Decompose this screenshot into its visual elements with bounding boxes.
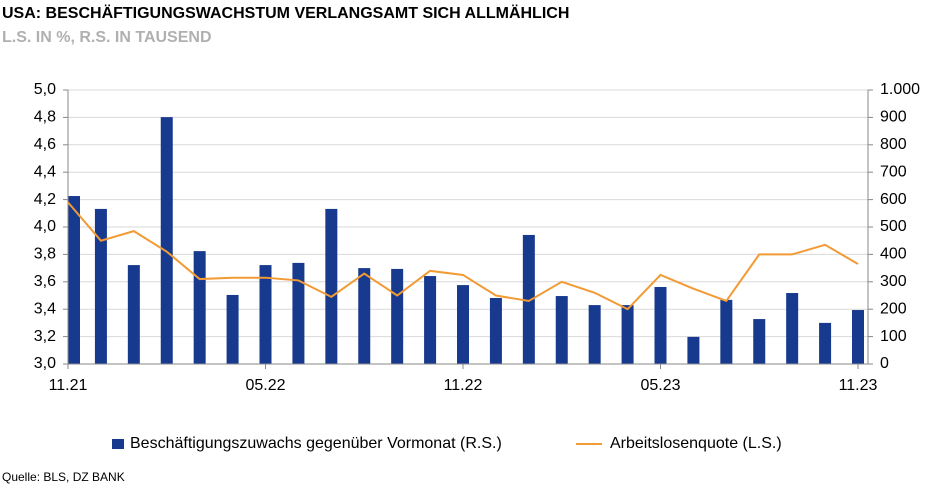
y2-tick-label: 700	[880, 163, 907, 180]
y-tick-label: 4,0	[34, 218, 56, 235]
y2-tick-label: 0	[880, 355, 889, 372]
source: Quelle: BLS, DZ BANK	[2, 470, 125, 484]
y-tick-label: 4,8	[34, 109, 56, 126]
y2-tick-label: 400	[880, 246, 907, 263]
y2-tick-label: 100	[880, 328, 907, 345]
y-tick-label: 3,2	[34, 328, 56, 345]
bar	[193, 251, 206, 364]
y-tick-label: 5,0	[34, 81, 56, 98]
legend-swatch	[112, 439, 124, 449]
bar	[424, 276, 437, 364]
bar	[753, 319, 766, 364]
bar	[489, 297, 502, 364]
x-tick-label: 11.21	[49, 377, 88, 394]
bar	[621, 305, 634, 364]
y2-tick-label: 500	[880, 218, 907, 235]
bar	[457, 285, 469, 364]
bar	[522, 234, 535, 364]
x-tick-label: 05.22	[245, 377, 285, 394]
bar	[160, 117, 173, 364]
y2-tick-label: 300	[880, 273, 907, 290]
bar	[786, 293, 799, 364]
y-tick-label: 3,8	[34, 246, 56, 263]
y2-tick-label: 1.000	[880, 81, 920, 98]
y2-tick-label: 200	[880, 300, 907, 317]
bar	[127, 265, 140, 364]
y-tick-label: 3,6	[34, 273, 56, 290]
bar	[259, 265, 272, 364]
chart-title: USA: BESCHÄFTIGUNGSWACHSTUM VERLANGSAMT …	[2, 4, 569, 22]
x-tick-label: 05.23	[640, 377, 680, 394]
bar	[555, 296, 568, 364]
bar	[358, 268, 371, 364]
bars	[68, 117, 864, 364]
bar	[325, 208, 338, 364]
y-tick-label: 4,2	[34, 191, 56, 208]
bar	[391, 268, 404, 364]
y2-tick-label: 600	[880, 191, 907, 208]
legend-label: Arbeitslosenquote (L.S.)	[610, 435, 782, 452]
bar	[819, 322, 832, 364]
y-tick-label: 4,4	[34, 163, 56, 180]
y2-tick-label: 900	[880, 109, 907, 126]
bar	[588, 305, 601, 364]
x-tick-label: 11.23	[839, 377, 878, 394]
bar	[94, 208, 107, 364]
line	[67, 201, 859, 311]
x-tick-label: 11.22	[444, 377, 483, 394]
y2-tick-label: 800	[880, 136, 907, 153]
chart-subtitle: L.S. IN %, R.S. IN TAUSEND	[2, 29, 212, 46]
bar	[852, 310, 864, 364]
bar	[68, 196, 80, 364]
y-tick-label: 4,6	[34, 136, 56, 153]
foreground: 3,0 3,2 3,4 3,6 3,8 4,0 4,2 4,4 4,6 4,8 5,0 0 100 200…	[34, 81, 920, 452]
bar	[720, 299, 733, 364]
bar	[292, 262, 305, 364]
legend-label: Beschäftigungszuwachs gegenüber Vormonat…	[130, 435, 502, 452]
bar	[687, 336, 700, 364]
bar	[226, 294, 239, 364]
bar	[654, 287, 667, 364]
y-tick-label: 3,0	[34, 355, 56, 372]
y-tick-label: 3,4	[34, 300, 56, 317]
